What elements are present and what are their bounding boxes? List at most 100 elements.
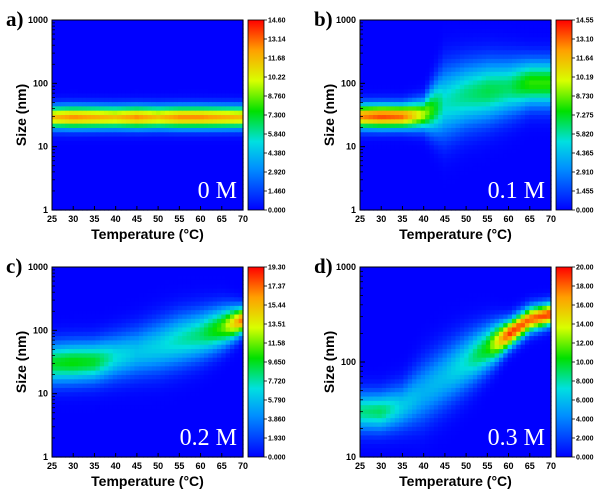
heatmap-cell: [82, 166, 88, 172]
heatmap-cell: [182, 71, 188, 77]
heatmap-cell: [86, 327, 92, 333]
heatmap-cell: [73, 192, 79, 198]
heatmap-cell: [60, 115, 66, 120]
heatmap-cell: [455, 153, 461, 159]
heatmap-cell: [507, 32, 513, 38]
heatmap-cell: [99, 305, 105, 311]
heatmap-cell: [420, 24, 426, 30]
heatmap-cell: [524, 110, 530, 116]
heatmap-cell: [125, 353, 131, 359]
heatmap-cell: [429, 166, 435, 172]
heatmap-cell: [99, 275, 105, 281]
heatmap-cell: [229, 54, 235, 60]
heatmap-cell: [56, 110, 62, 116]
heatmap-cell: [485, 37, 491, 43]
heatmap-cell: [169, 28, 175, 34]
heatmap-cell: [134, 370, 140, 376]
heatmap-cell: [381, 63, 387, 69]
heatmap-cell: [533, 149, 539, 155]
heatmap-cell: [195, 106, 201, 112]
heatmap-cell: [221, 201, 227, 207]
heatmap-cell: [524, 201, 530, 207]
heatmap-cell: [238, 205, 244, 211]
heatmap-cell: [91, 353, 97, 359]
heatmap-cell: [464, 145, 470, 151]
heatmap-cell: [195, 166, 201, 172]
heatmap-cell: [186, 41, 192, 47]
heatmap-cell: [546, 93, 552, 99]
heatmap-cell: [52, 314, 57, 320]
heatmap-cell: [86, 392, 92, 398]
heatmap-cell: [125, 71, 131, 77]
heatmap-cell: [472, 71, 478, 77]
heatmap-cell: [138, 426, 144, 432]
heatmap-cell: [494, 32, 500, 38]
heatmap-cell: [216, 192, 222, 198]
heatmap-cell: [108, 292, 114, 298]
heatmap-cell: [125, 205, 131, 211]
heatmap-cell: [399, 71, 405, 77]
heatmap-cell: [91, 67, 97, 73]
heatmap-cell: [104, 188, 110, 194]
heatmap-cell: [433, 24, 439, 30]
heatmap-cell: [377, 89, 383, 95]
heatmap-cell: [364, 184, 370, 190]
heatmap-cell: [104, 301, 110, 307]
heatmap-cell: [455, 201, 461, 207]
heatmap-cell: [533, 106, 539, 112]
heatmap-cell: [65, 153, 70, 159]
heatmap-cell: [212, 20, 218, 25]
heatmap-cell: [537, 140, 543, 146]
heatmap-cell: [56, 452, 62, 458]
x-tick-label: 65: [217, 214, 227, 224]
heatmap-cell: [190, 71, 196, 77]
heatmap-cell: [433, 184, 439, 190]
heatmap-cell: [472, 84, 478, 90]
heatmap-cell: [537, 63, 543, 69]
heatmap-cell: [229, 162, 235, 168]
heatmap-cell: [399, 179, 405, 185]
heatmap-cell: [60, 301, 66, 307]
heatmap-cell: [416, 110, 422, 116]
heatmap-cell: [151, 37, 157, 43]
heatmap-cell: [182, 184, 188, 190]
heatmap-cell: [130, 448, 136, 454]
heatmap-cell: [182, 102, 188, 107]
heatmap-cell: [95, 353, 101, 359]
heatmap-cell: [520, 205, 526, 211]
heatmap-cell: [160, 175, 166, 181]
heatmap-cell: [516, 201, 522, 207]
heatmap-cell: [234, 45, 240, 51]
heatmap-cell: [542, 80, 548, 86]
heatmap-cell: [377, 175, 383, 181]
heatmap-cell: [91, 267, 97, 272]
heatmap-cell: [190, 123, 196, 129]
heatmap-cell: [182, 149, 188, 155]
heatmap-cell: [121, 110, 127, 116]
heatmap-cell: [464, 205, 470, 211]
heatmap-cell: [173, 80, 179, 86]
heatmap-cell: [511, 28, 517, 34]
heatmap-cell: [65, 89, 70, 95]
heatmap-cell: [520, 93, 526, 99]
heatmap-cell: [177, 97, 183, 103]
heatmap-cell: [377, 24, 383, 30]
heatmap-cell: [125, 387, 131, 393]
heatmap-cell: [442, 63, 448, 69]
heatmap-cell: [69, 357, 75, 363]
heatmap-cell: [503, 97, 509, 103]
heatmap-cell: [225, 140, 231, 146]
heatmap-cell: [546, 20, 552, 25]
heatmap-cell: [203, 41, 209, 47]
heatmap-cell: [203, 58, 209, 64]
heatmap-cell: [86, 310, 92, 316]
heatmap-cell: [386, 106, 391, 112]
heatmap-cell: [147, 20, 153, 25]
heatmap-cell: [416, 162, 422, 168]
heatmap-cell: [225, 76, 231, 82]
heatmap-cell: [208, 119, 214, 125]
heatmap-cell: [360, 136, 365, 142]
heatmap-cell: [494, 179, 500, 185]
heatmap-cell: [60, 136, 66, 142]
heatmap-cell: [108, 349, 114, 354]
